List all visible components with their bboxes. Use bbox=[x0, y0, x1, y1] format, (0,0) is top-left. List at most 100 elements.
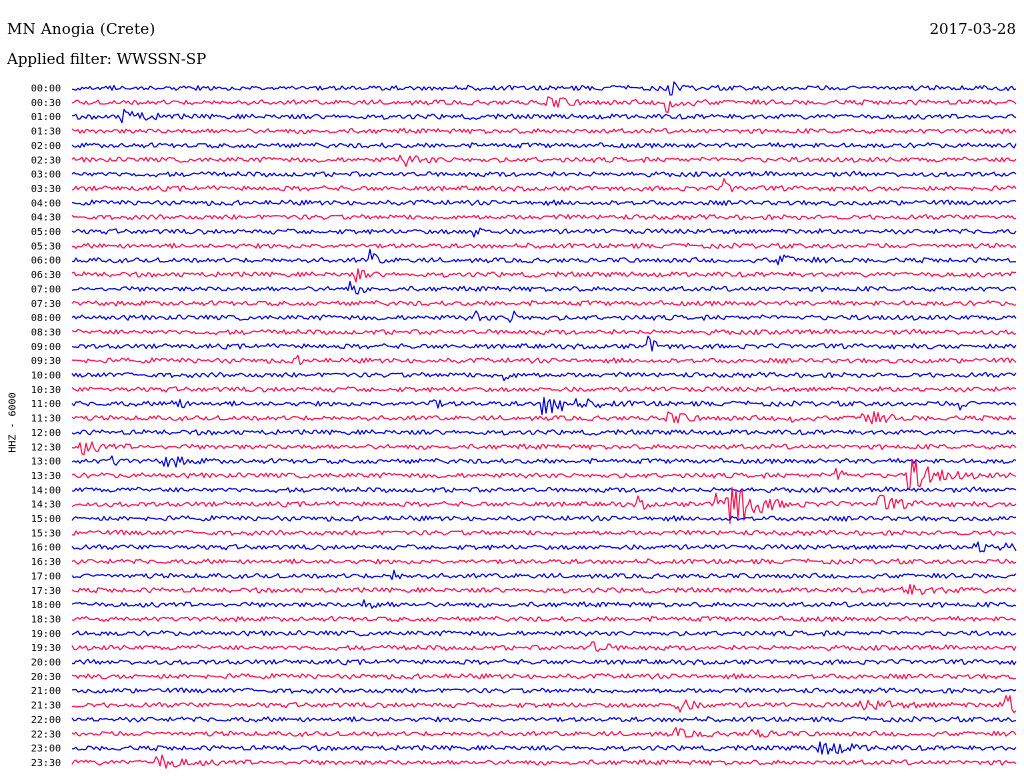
trace-row bbox=[71, 371, 1017, 382]
trace-row bbox=[71, 754, 1017, 769]
trace-row bbox=[71, 96, 1017, 114]
time-tick-label: 09:30 bbox=[31, 356, 61, 367]
time-tick-label: 11:00 bbox=[31, 399, 61, 410]
time-tick-label: 22:00 bbox=[31, 715, 61, 726]
trace-row bbox=[71, 630, 1017, 637]
trace-row bbox=[72, 108, 1017, 124]
trace-row bbox=[71, 687, 1017, 694]
trace-row bbox=[71, 396, 1017, 416]
time-tick-label: 04:00 bbox=[31, 198, 61, 209]
trace-row bbox=[71, 486, 1017, 494]
time-tick-label: 15:30 bbox=[31, 528, 61, 539]
date-label: 2017-03-28 bbox=[929, 20, 1016, 38]
time-tick-label: 22:30 bbox=[31, 729, 61, 740]
time-tick-label: 02:00 bbox=[31, 141, 61, 152]
trace-row bbox=[71, 411, 1017, 425]
trace-row bbox=[71, 142, 1017, 149]
time-tick-label: 12:30 bbox=[31, 442, 61, 453]
trace-row bbox=[71, 459, 1017, 490]
trace-row bbox=[71, 558, 1017, 565]
time-tick-label: 18:00 bbox=[31, 600, 61, 611]
trace-row bbox=[71, 599, 1017, 609]
trace-row bbox=[71, 541, 1017, 553]
trace-row bbox=[71, 695, 1017, 714]
trace-row bbox=[71, 354, 1017, 366]
trace-row bbox=[71, 583, 1017, 596]
time-tick-label: 06:00 bbox=[31, 256, 61, 267]
trace-row bbox=[71, 641, 1017, 652]
time-tick-label: 23:30 bbox=[31, 758, 61, 769]
time-tick-label: 14:30 bbox=[31, 500, 61, 511]
trace-row bbox=[71, 615, 1017, 623]
trace-row bbox=[71, 170, 1017, 178]
time-tick-label: 17:30 bbox=[31, 586, 61, 597]
trace-row bbox=[71, 529, 1017, 536]
time-tick-label: 23:00 bbox=[31, 744, 61, 755]
time-tick-label: 10:30 bbox=[31, 385, 61, 396]
time-tick-label: 05:00 bbox=[31, 227, 61, 238]
time-tick-label: 19:00 bbox=[31, 629, 61, 640]
trace-row bbox=[71, 213, 1017, 221]
time-tick-label: 15:00 bbox=[31, 514, 61, 525]
trace-row bbox=[71, 335, 1017, 352]
trace-row bbox=[71, 486, 1017, 525]
time-tick-label: 04:30 bbox=[31, 213, 61, 224]
trace-row bbox=[71, 658, 1017, 666]
time-tick-label: 16:30 bbox=[31, 557, 61, 568]
time-tick-label: 13:30 bbox=[31, 471, 61, 482]
time-tick-label: 20:00 bbox=[31, 658, 61, 669]
time-tick-label: 13:00 bbox=[31, 457, 61, 468]
trace-row bbox=[71, 310, 1017, 323]
time-tick-label: 03:00 bbox=[31, 170, 61, 181]
time-tick-label: 08:30 bbox=[31, 327, 61, 338]
time-tick-label: 18:30 bbox=[31, 614, 61, 625]
time-tick-label: 16:00 bbox=[31, 543, 61, 554]
trace-row bbox=[71, 328, 1017, 336]
trace-row bbox=[71, 227, 1017, 238]
time-tick-label: 05:30 bbox=[31, 241, 61, 252]
time-tick-label: 03:30 bbox=[31, 184, 61, 195]
trace-row bbox=[71, 242, 1017, 249]
trace-row bbox=[71, 386, 1017, 393]
trace-row bbox=[71, 569, 1017, 581]
station-title: MN Anogia (Crete) bbox=[7, 20, 156, 38]
time-tick-label: 21:00 bbox=[31, 686, 61, 697]
time-tick-label: 00:30 bbox=[31, 98, 61, 109]
time-tick-label: 19:30 bbox=[31, 643, 61, 654]
trace-row bbox=[71, 455, 1017, 468]
time-tick-label: 07:30 bbox=[31, 299, 61, 310]
time-tick-label: 11:30 bbox=[31, 414, 61, 425]
trace-row bbox=[71, 741, 1017, 755]
time-tick-label: 17:00 bbox=[31, 571, 61, 582]
trace-row bbox=[71, 127, 1017, 135]
trace-row bbox=[71, 178, 1017, 193]
trace-row bbox=[71, 673, 1017, 680]
trace-row bbox=[71, 248, 1017, 266]
time-tick-label: 07:00 bbox=[31, 284, 61, 295]
filter-label: Applied filter: WWSSN-SP bbox=[7, 50, 207, 68]
time-tick-label: 02:30 bbox=[31, 155, 61, 166]
time-tick-label: 09:00 bbox=[31, 342, 61, 353]
time-tick-label: 10:00 bbox=[31, 371, 61, 382]
time-tick-label: 01:30 bbox=[31, 127, 61, 138]
trace-row bbox=[71, 154, 1017, 167]
time-tick-label: 08:00 bbox=[31, 313, 61, 324]
time-tick-label: 00:00 bbox=[31, 84, 61, 95]
time-tick-label: 21:30 bbox=[31, 701, 61, 712]
trace-row bbox=[71, 300, 1017, 307]
trace-row bbox=[71, 268, 1017, 283]
trace-row bbox=[71, 199, 1017, 206]
trace-row bbox=[71, 429, 1017, 436]
trace-row bbox=[71, 441, 1017, 456]
time-tick-label: 06:30 bbox=[31, 270, 61, 281]
trace-row bbox=[71, 726, 1017, 738]
time-tick-label: 12:00 bbox=[31, 428, 61, 439]
trace-row bbox=[71, 716, 1017, 723]
trace-row bbox=[71, 81, 1017, 96]
time-tick-label: 01:00 bbox=[31, 112, 61, 123]
trace-row bbox=[71, 515, 1017, 522]
trace-row bbox=[71, 280, 1017, 295]
time-tick-label: 14:00 bbox=[31, 485, 61, 496]
time-tick-label: 20:30 bbox=[31, 672, 61, 683]
